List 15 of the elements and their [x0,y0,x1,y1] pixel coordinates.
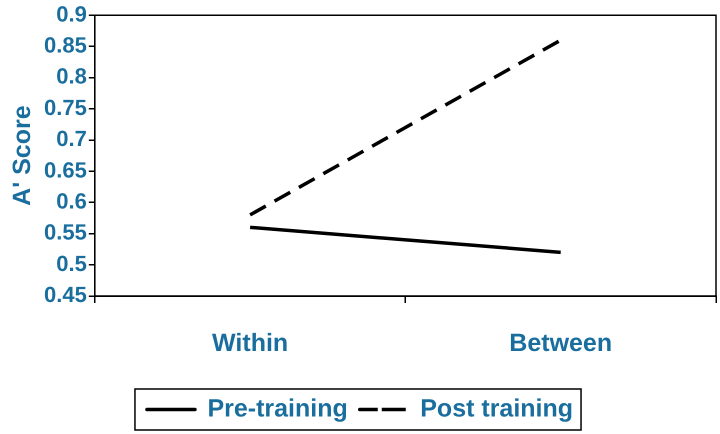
legend-label: Post training [420,394,574,422]
y-tick-label: 0.8 [56,64,87,89]
x-tick-label: Within [212,328,288,357]
y-tick-label: 0.65 [44,157,87,182]
y-tick-label: 0.9 [56,1,87,26]
y-tick-label: 0.75 [44,94,87,120]
y-tick-label: 0.7 [56,126,87,152]
legend-label: Pre-training [207,394,348,422]
y-tick-label: 0.55 [44,220,87,245]
y-tick-label: 0.6 [56,188,87,214]
y-tick-label: 0.5 [56,250,87,276]
y-tick-label: 0.45 [44,282,87,308]
y-axis-title: A' Score [8,105,36,206]
y-tick-label: 0.85 [44,32,87,58]
x-tick-label: Between [509,328,612,357]
